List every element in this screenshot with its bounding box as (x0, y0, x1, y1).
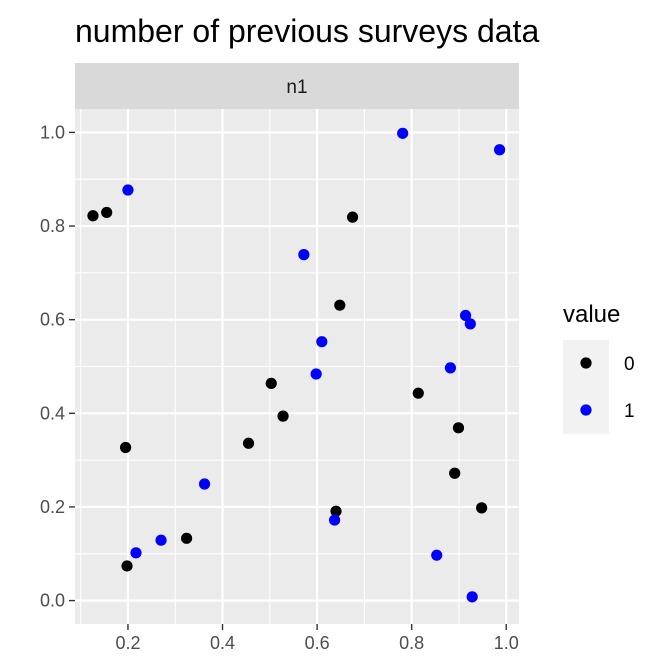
data-point-series-1 (130, 547, 142, 559)
x-tick-label: 0.2 (115, 633, 140, 653)
data-point-series-1 (122, 184, 134, 196)
data-point-series-1 (316, 336, 328, 348)
data-point-series-0 (476, 502, 488, 514)
data-point-series-0 (87, 210, 99, 222)
y-tick-label: 0.2 (40, 497, 65, 517)
data-point-series-1 (198, 478, 211, 490)
data-point-series-0 (265, 377, 277, 389)
y-tick-label: 0.0 (40, 591, 65, 611)
legend-label-1: 1 (624, 401, 635, 422)
data-point-series-0 (242, 437, 255, 449)
facet-strip-background (75, 63, 519, 109)
major-gridlines (75, 109, 519, 624)
data-point-series-0 (180, 532, 193, 544)
data-point-series-1 (397, 127, 409, 139)
data-point-series-1 (431, 549, 443, 561)
x-tick-label: 0.8 (399, 633, 424, 653)
data-point-series-0 (452, 422, 465, 434)
facet-strip: n1 (75, 63, 519, 109)
data-point-series-1 (155, 534, 167, 546)
data-point-series-1 (298, 249, 310, 261)
x-axis: 0.2 0.4 0.6 0.8 1.0 (115, 624, 519, 653)
y-tick-label: 1.0 (40, 122, 65, 142)
data-point-series-1 (466, 591, 478, 603)
y-tick-label: 0.8 (40, 216, 65, 236)
data-point-series-0 (334, 299, 346, 311)
data-point-series-0 (449, 467, 461, 479)
legend-title: value (563, 301, 620, 328)
data-point-series-1 (459, 309, 472, 322)
y-tick-label: 0.4 (40, 403, 65, 423)
x-tick-label: 0.4 (210, 633, 235, 653)
y-tick-label: 0.6 (40, 310, 65, 330)
facet-label: n1 (286, 77, 307, 98)
legend-key-background (563, 340, 609, 434)
chart-title: number of previous surveys data (75, 13, 539, 49)
data-point-series-1 (494, 144, 506, 156)
data-point-series-1 (464, 318, 476, 330)
x-tick-label: 1.0 (494, 633, 519, 653)
data-point-series-1 (328, 514, 341, 526)
legend-label-0: 0 (624, 354, 635, 375)
data-point-series-0 (277, 410, 289, 422)
legend: value 0 1 (563, 301, 635, 434)
data-point-series-0 (330, 505, 342, 517)
y-axis: 0.0 0.2 0.4 0.6 0.8 1.0 (40, 122, 75, 611)
x-tick-label: 0.6 (305, 633, 330, 653)
legend-key-1 (580, 404, 592, 416)
legend-key-0 (580, 357, 592, 369)
data-point-series-1 (444, 362, 457, 374)
data-points (87, 127, 506, 603)
data-point-series-0 (119, 441, 132, 454)
data-point-series-0 (412, 387, 424, 399)
minor-gridlines (75, 109, 519, 624)
data-point-series-0 (346, 211, 359, 223)
data-point-series-0 (121, 560, 133, 572)
data-point-series-0 (101, 206, 113, 219)
data-point-series-1 (310, 368, 322, 380)
